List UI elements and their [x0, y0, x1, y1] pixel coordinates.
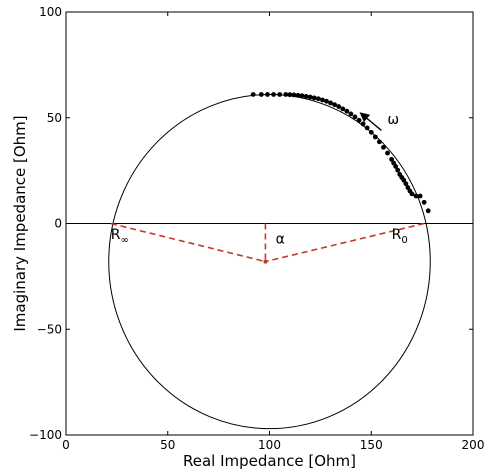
data-point	[277, 92, 283, 97]
data-point	[413, 193, 419, 199]
data-point	[336, 104, 342, 109]
data-point	[372, 134, 378, 140]
fitted-circle	[108, 93, 431, 430]
x-axis-label: Real Impedance [Ohm]	[183, 452, 356, 470]
y-tick-label: −50	[37, 322, 62, 336]
data-point	[320, 97, 325, 103]
x-tick-label: 200	[462, 438, 485, 452]
data-point	[403, 181, 409, 187]
alpha-label: α	[276, 231, 285, 247]
x-tick-label: 100	[258, 438, 281, 452]
data-point	[381, 144, 386, 150]
data-point	[421, 199, 427, 205]
data-point	[295, 92, 301, 98]
data-point	[250, 92, 256, 97]
data-point	[409, 191, 415, 197]
circle-center-point	[263, 259, 268, 264]
y-tick-label: 100	[39, 5, 62, 19]
data-point	[258, 92, 264, 97]
x-tick-label: 0	[62, 438, 70, 452]
data-point	[364, 125, 370, 131]
y-axis-label: Imaginary Impedance [Ohm]	[11, 115, 29, 331]
data-point	[376, 139, 382, 145]
data-point	[328, 100, 333, 106]
omega-label: ω	[387, 112, 399, 128]
data-point	[344, 108, 350, 114]
r-inf-to-center-line	[110, 222, 266, 263]
r0-label-main: R	[392, 227, 402, 243]
data-point	[385, 150, 390, 156]
data-point	[315, 96, 321, 102]
data-point	[425, 208, 431, 214]
r0-to-center-line	[265, 222, 425, 263]
data-point	[271, 92, 276, 97]
data-point	[395, 167, 401, 173]
data-point	[287, 92, 293, 98]
r-inf-label: R∞	[111, 227, 129, 246]
y-tick-label: −100	[29, 428, 62, 442]
r-inf-label-subscript: ∞	[121, 235, 129, 246]
y-tick-label: 0	[54, 217, 62, 231]
data-point	[265, 92, 270, 97]
data-point	[299, 93, 305, 99]
data-point	[417, 193, 423, 199]
data-point	[348, 111, 354, 117]
data-point	[360, 121, 366, 127]
data-point	[401, 177, 407, 183]
data-point	[311, 95, 317, 101]
x-tick-label: 150	[360, 438, 383, 452]
x-tick-label: 50	[160, 438, 175, 452]
data-point	[340, 106, 346, 112]
data-point	[332, 102, 338, 108]
data-point	[352, 114, 358, 120]
data-point	[389, 157, 394, 162]
data-point	[324, 98, 329, 104]
data-point	[307, 94, 313, 100]
data-point	[283, 92, 289, 97]
data-point	[393, 163, 399, 169]
data-point	[356, 117, 362, 123]
data-point	[368, 129, 374, 135]
axes: 0 50 100 150 200 −100 −50 0 50 100	[29, 5, 484, 452]
omega-arrow	[359, 112, 382, 131]
r-inf-label-main: R	[111, 227, 121, 243]
y-tick-label: 50	[47, 111, 62, 125]
data-point	[291, 92, 297, 98]
r0-label-subscript: 0	[401, 235, 407, 246]
data-point	[303, 93, 309, 99]
r0-label: R0	[392, 227, 408, 246]
